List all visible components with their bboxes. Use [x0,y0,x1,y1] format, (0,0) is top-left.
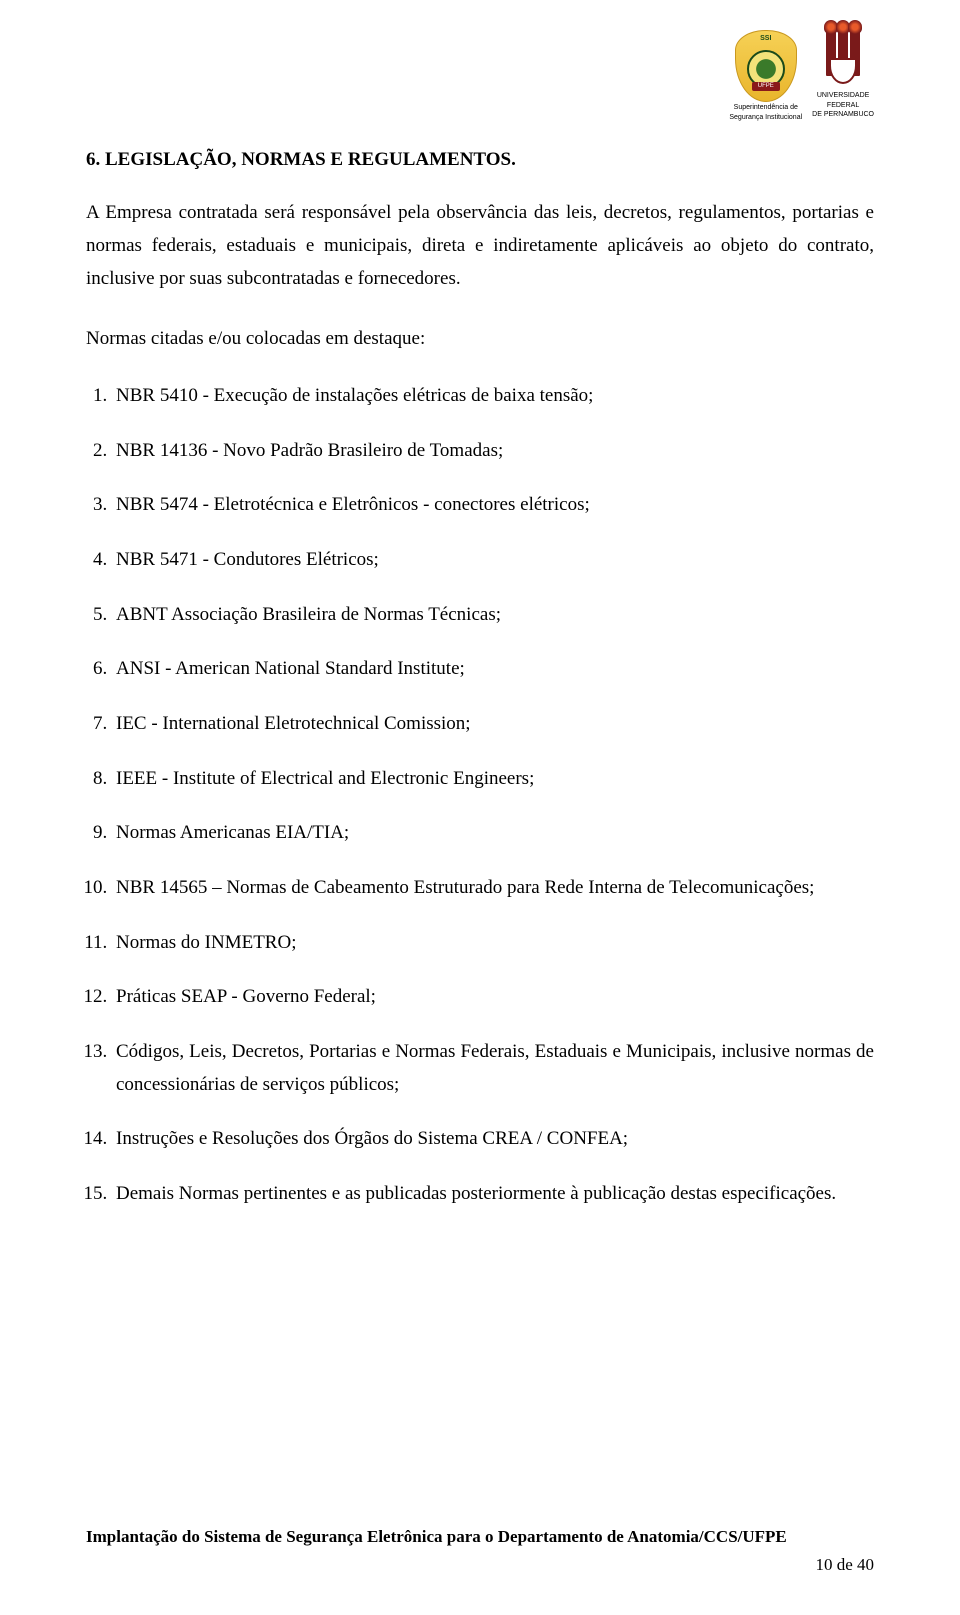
list-item: NBR 14565 – Normas de Cabeamento Estrutu… [112,872,874,905]
list-item: ANSI - American National Standard Instit… [112,653,874,686]
list-item: NBR 5474 - Eletrotécnica e Eletrônicos -… [112,489,874,522]
page-number: 10 de 40 [86,1555,874,1575]
ufpe-caption-2: FEDERAL [827,102,859,110]
ufpe-caption-3: DE PERNAMBUCO [812,111,874,119]
intro-paragraph: A Empresa contratada será responsável pe… [86,197,874,295]
list-item: Códigos, Leis, Decretos, Portarias e Nor… [112,1036,874,1101]
list-intro-text: Normas citadas e/ou colocadas em destaqu… [86,323,874,356]
section-heading: 6. LEGISLAÇÃO, NORMAS E REGULAMENTOS. [86,149,874,171]
ufpe-caption-1: UNIVERSIDADE [817,92,870,100]
norms-ordered-list: NBR 5410 - Execução de instalações elétr… [86,380,874,1211]
list-item: Normas Americanas EIA/TIA; [112,817,874,850]
list-item: Demais Normas pertinentes e as publicada… [112,1178,874,1211]
header-logo-row: Superintendência de Segurança Institucio… [86,30,874,121]
ssi-caption-1: Superintendência de [734,104,798,112]
list-item: NBR 5410 - Execução de instalações elétr… [112,380,874,413]
footer-title: Implantação do Sistema de Segurança Elet… [86,1527,874,1547]
ufpe-logo-block: UNIVERSIDADE FEDERAL DE PERNAMBUCO [812,30,874,119]
ssi-badge-icon [735,30,797,102]
list-item: ABNT Associação Brasileira de Normas Téc… [112,599,874,632]
document-page: Superintendência de Segurança Institucio… [0,0,960,1615]
ssi-logo-block: Superintendência de Segurança Institucio… [729,30,802,121]
list-item: IEC - International Eletrotechnical Comi… [112,708,874,741]
ufpe-crest-icon [819,30,867,90]
list-item: NBR 5471 - Condutores Elétricos; [112,544,874,577]
page-footer: Implantação do Sistema de Segurança Elet… [86,1527,874,1575]
list-item: Instruções e Resoluções dos Órgãos do Si… [112,1123,874,1156]
ssi-caption-2: Segurança Institucional [729,114,802,122]
list-item: NBR 14136 - Novo Padrão Brasileiro de To… [112,435,874,468]
list-item: Normas do INMETRO; [112,927,874,960]
list-item: IEEE - Institute of Electrical and Elect… [112,763,874,796]
list-item: Práticas SEAP - Governo Federal; [112,981,874,1014]
